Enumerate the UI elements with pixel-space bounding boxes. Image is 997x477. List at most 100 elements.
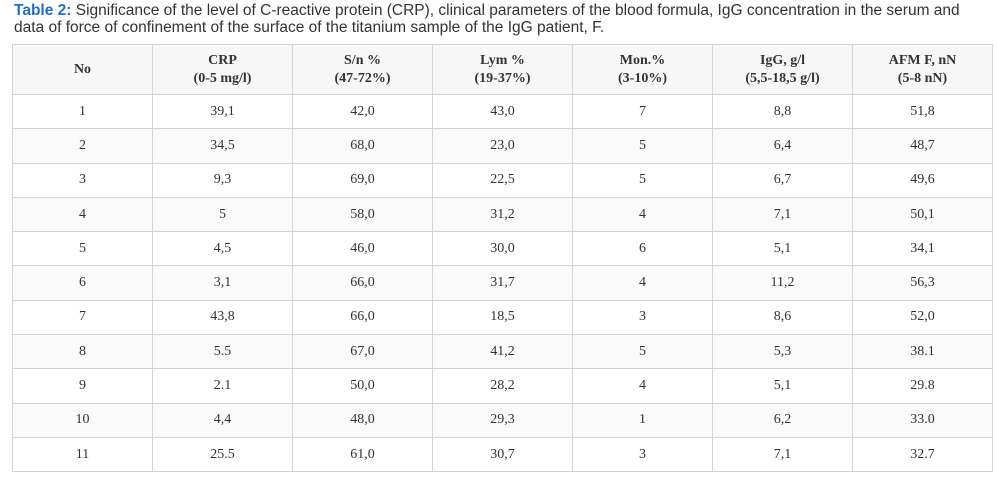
table-row: 5 4,5 46,0 30,0 6 5,1 34,1 [12, 231, 993, 267]
table-body: 1 39,1 42,0 43,0 7 8,8 51,8 2 34,5 68,0 23,0 5 6,4 48… [12, 93, 993, 473]
header-line: (19-37%) [474, 70, 531, 86]
table-cell: 11 [12, 436, 153, 473]
table-cell: 43,0 [432, 93, 573, 130]
table-row: 1 39,1 42,0 43,0 7 8,8 51,8 [12, 93, 993, 130]
header-line: AFM F, nN [888, 52, 957, 68]
table-cell: 8,6 [712, 299, 853, 336]
table-cell: 30,7 [432, 436, 573, 473]
table-cell: 5,1 [712, 231, 853, 267]
table-cell: 25.5 [152, 436, 293, 473]
table-row: 11 25.5 61,0 30,7 3 7,1 32.7 [12, 436, 993, 473]
header-line: (47-72%) [334, 70, 391, 86]
table-cell: 28,2 [432, 368, 573, 404]
table-cell: 7 [572, 93, 713, 130]
table-cell: 5 [12, 231, 153, 267]
table-cell: 29,3 [432, 402, 573, 438]
header-line: CRP [208, 52, 237, 68]
table-cell: 7,1 [712, 196, 853, 233]
table-cell: 6,2 [712, 402, 853, 438]
header-row: No CRP (0-5 mg/l) S/n % (47-72%) Lym % (19-37%… [12, 44, 993, 95]
table-cell: 4 [572, 265, 713, 301]
table-head: No CRP (0-5 mg/l) S/n % (47-72%) Lym % (19-37%… [12, 44, 993, 95]
table-cell: 32.7 [852, 436, 993, 473]
table-cell: 5.5 [152, 334, 293, 370]
table-cell: 66,0 [292, 299, 433, 336]
table-cell: 2.1 [152, 368, 293, 404]
header-line: (0-5 mg/l) [193, 70, 252, 86]
table-row: 8 5.5 67,0 41,2 5 5,3 38.1 [12, 334, 993, 370]
table-cell: 10 [12, 402, 153, 438]
table-cell: 3,1 [152, 265, 293, 301]
table-cell: 1 [12, 93, 153, 130]
table-cell: 4 [572, 196, 713, 233]
table-cell: 29.8 [852, 368, 993, 404]
table-cell: 49,6 [852, 162, 993, 198]
header-line: Lym % [480, 52, 525, 68]
table-row: 2 34,5 68,0 23,0 5 6,4 48,7 [12, 128, 993, 164]
table-cell: 5 [572, 334, 713, 370]
header-cell: No [12, 44, 153, 95]
table-cell: 68,0 [292, 128, 433, 164]
table-cell: 48,0 [292, 402, 433, 438]
table-cell: 69,0 [292, 162, 433, 198]
caption: Table 2: Significance of the level of C-… [14, 2, 989, 36]
table-cell: 4 [12, 196, 153, 233]
table-cell: 61,0 [292, 436, 433, 473]
table-cell: 34,5 [152, 128, 293, 164]
table-cell: 23,0 [432, 128, 573, 164]
caption-text: Significance of the level of C-reactive … [14, 2, 960, 36]
table-cell: 5,3 [712, 334, 853, 370]
table-cell: 9,3 [152, 162, 293, 198]
table-cell: 5 [572, 128, 713, 164]
table-cell: 34,1 [852, 231, 993, 267]
table-cell: 5 [152, 196, 293, 233]
header-line: (5,5-18,5 g/l) [745, 70, 820, 86]
table-row: 4 5 58,0 31,2 4 7,1 50,1 [12, 196, 993, 233]
table-cell: 48,7 [852, 128, 993, 164]
table-cell: 38.1 [852, 334, 993, 370]
header-cell: S/n % (47-72%) [292, 44, 433, 95]
header-cell: IgG, g/l (5,5-18,5 g/l) [712, 44, 853, 95]
table-cell: 43,8 [152, 299, 293, 336]
caption-label: Table 2: [14, 2, 72, 19]
table-cell: 5 [572, 162, 713, 198]
table-cell: 6,4 [712, 128, 853, 164]
header-line: IgG, g/l [759, 52, 806, 68]
table-cell: 51,8 [852, 93, 993, 130]
table-cell: 39,1 [152, 93, 293, 130]
table-cell: 3 [572, 436, 713, 473]
table-cell: 4 [572, 368, 713, 404]
table-cell: 31,2 [432, 196, 573, 233]
header-line: No [73, 61, 92, 77]
table-cell: 1 [572, 402, 713, 438]
table-cell: 56,3 [852, 265, 993, 301]
table-cell: 8,8 [712, 93, 853, 130]
table-cell: 50,0 [292, 368, 433, 404]
table-cell: 31,7 [432, 265, 573, 301]
table-cell: 2 [12, 128, 153, 164]
table-cell: 6 [12, 265, 153, 301]
table-cell: 11,2 [712, 265, 853, 301]
table-cell: 33.0 [852, 402, 993, 438]
header-line: S/n % [344, 52, 381, 68]
header-cell: AFM F, nN (5-8 nN) [852, 44, 993, 95]
table-cell: 4,4 [152, 402, 293, 438]
table-cell: 41,2 [432, 334, 573, 370]
table-row: 7 43,8 66,0 18,5 3 8,6 52,0 [12, 299, 993, 336]
table-cell: 7,1 [712, 436, 853, 473]
table-cell: 9 [12, 368, 153, 404]
table-row: 9 2.1 50,0 28,2 4 5,1 29.8 [12, 368, 993, 404]
table-cell: 30,0 [432, 231, 573, 267]
table-cell: 3 [572, 299, 713, 336]
table-cell: 67,0 [292, 334, 433, 370]
data-table: No CRP (0-5 mg/l) S/n % (47-72%) Lym % (19-37%… [12, 44, 993, 473]
table-cell: 8 [12, 334, 153, 370]
header-cell: Lym % (19-37%) [432, 44, 573, 95]
table-cell: 42,0 [292, 93, 433, 130]
header-line: (3-10%) [618, 70, 667, 86]
table-row: 10 4,4 48,0 29,3 1 6,2 33.0 [12, 402, 993, 438]
table-cell: 4,5 [152, 231, 293, 267]
header-line: (5-8 nN) [897, 70, 948, 86]
table-cell: 7 [12, 299, 153, 336]
